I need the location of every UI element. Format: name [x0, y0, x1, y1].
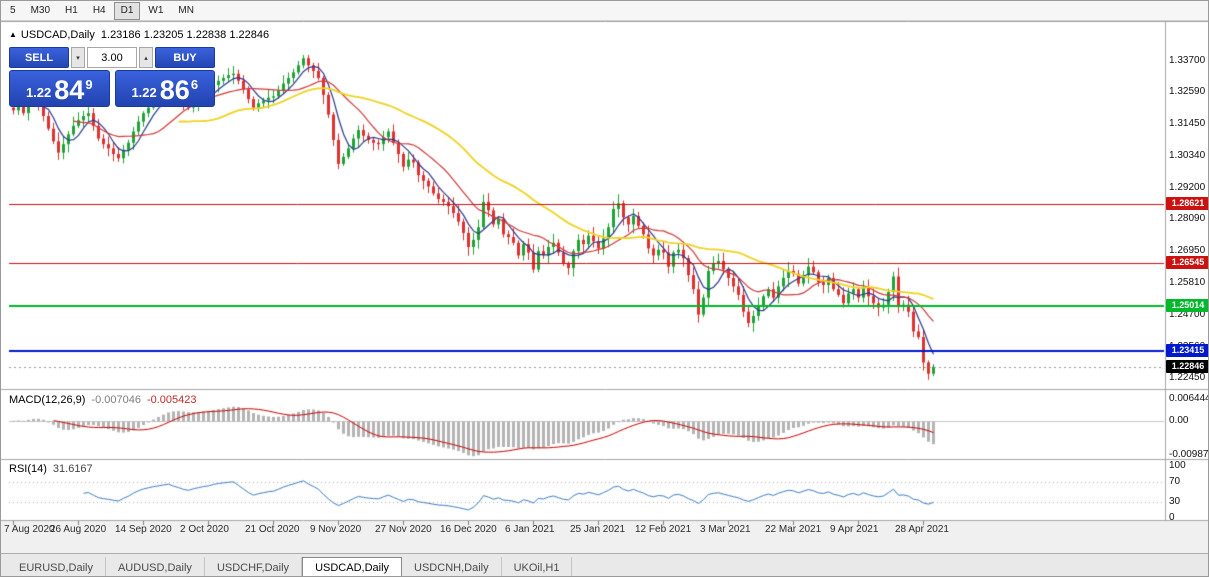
chart-title: ▲ USDCAD,Daily 1.23186 1.23205 1.22838 1.2… — [9, 29, 269, 41]
macd-signal-value: -0.005423 — [146, 394, 197, 406]
buy-button[interactable]: BUY — [155, 47, 215, 68]
rsi-axis-label: 70 — [1169, 475, 1181, 487]
volume-input[interactable] — [87, 47, 137, 68]
price-axis-label: 1.24700 — [1169, 308, 1206, 320]
date-axis-label: 14 Sep 2020 — [115, 524, 172, 535]
rsi-panel-title: RSI(14) 31.6167 — [9, 463, 93, 475]
volume-decrease-button[interactable]: ▾ — [71, 47, 85, 68]
tab-usdcad-daily[interactable]: USDCAD,Daily — [302, 557, 403, 576]
price-axis-label: 1.31450 — [1169, 118, 1206, 130]
hline-price-tag: 1.25014 — [1166, 298, 1208, 312]
chart-ohlc-values: 1.23186 1.23205 1.22838 1.22846 — [100, 29, 270, 41]
hline-price-tag: 1.28621 — [1166, 197, 1208, 211]
timeframe-button-mn[interactable]: MN — [171, 2, 201, 20]
hline-price-tag: 1.23415 — [1166, 343, 1208, 357]
buy-price-box[interactable]: 1.22 86 6 — [114, 70, 215, 107]
volume-increase-button[interactable]: ▴ — [139, 47, 153, 68]
sell-price-pips: 84 — [54, 75, 85, 105]
rsi-value: 31.6167 — [52, 463, 93, 475]
timeframe-button-h1[interactable]: H1 — [58, 2, 85, 20]
date-axis-label: 21 Oct 2020 — [245, 524, 300, 535]
date-axis-label: 27 Nov 2020 — [375, 524, 432, 535]
price-axis-label: 1.25810 — [1169, 277, 1206, 289]
chart-tab-bar: EURUSD,Daily AUDUSD,Daily USDCHF,Daily USDC… — [1, 553, 1208, 576]
date-axis-label: 9 Nov 2020 — [310, 524, 362, 535]
price-axis-label: 1.22450 — [1169, 371, 1206, 383]
price-axis-label: 1.29200 — [1169, 181, 1206, 193]
date-axis-label: 22 Mar 2021 — [765, 524, 822, 535]
date-axis-label: 12 Feb 2021 — [635, 524, 692, 535]
spin-up-icon: ▴ — [144, 54, 148, 62]
macd-axis-label: 0.006444 — [1169, 392, 1209, 404]
macd-panel-title: MACD(12,26,9) -0.007046 -0.005423 — [9, 394, 197, 406]
spin-down-icon: ▾ — [76, 54, 80, 62]
macd-axis-label: 0.00 — [1169, 414, 1189, 426]
buy-price-whole: 1.22 — [131, 85, 157, 100]
tab-eurusd-daily[interactable]: EURUSD,Daily — [7, 557, 106, 576]
date-axis-label: 2 Oct 2020 — [180, 524, 229, 535]
tab-usdcnh-daily[interactable]: USDCNH,Daily — [402, 557, 502, 576]
sell-price-fraction: 9 — [85, 77, 93, 92]
price-axis-label: 1.32590 — [1169, 86, 1206, 98]
price-axis-label: 1.30340 — [1169, 149, 1206, 161]
date-axis-label: 9 Apr 2021 — [830, 524, 879, 535]
price-axis-label: 1.33700 — [1169, 55, 1206, 67]
rsi-axis-label: 100 — [1169, 460, 1186, 471]
price-axis-label: 1.26950 — [1169, 245, 1206, 257]
date-axis-label: 3 Mar 2021 — [700, 524, 751, 535]
sell-button[interactable]: SELL — [9, 47, 69, 68]
chart-symbol-label: USDCAD,Daily — [20, 29, 95, 41]
chart-region: ▲ USDCAD,Daily 1.23186 1.23205 1.22838 1.2… — [1, 21, 1209, 553]
buy-price-fraction: 6 — [190, 77, 199, 92]
chart-overlay: ▲ USDCAD,Daily 1.23186 1.23205 1.22838 1.2… — [1, 21, 1209, 553]
hline-price-tag: 1.26545 — [1166, 255, 1208, 269]
macd-main-value: -0.007046 — [91, 394, 141, 406]
date-axis-label: 6 Jan 2021 — [505, 524, 555, 535]
current-price-tag: 1.22846 — [1166, 359, 1208, 373]
price-chart-canvas[interactable] — [1, 21, 1208, 553]
tab-usdchf-daily[interactable]: USDCHF,Daily — [205, 557, 303, 576]
date-axis-label: 16 Dec 2020 — [440, 524, 497, 535]
date-axis-label: 28 Apr 2021 — [895, 524, 949, 535]
timeframe-button-h4[interactable]: H4 — [86, 2, 113, 20]
timeframe-button-d1[interactable]: D1 — [113, 1, 141, 20]
timeframe-button-w1[interactable]: W1 — [141, 2, 170, 20]
price-axis-label: 1.28090 — [1169, 213, 1206, 225]
buy-price-pips: 86 — [159, 75, 190, 105]
macd-axis-label: -0.00987 — [1169, 448, 1209, 460]
date-axis-label: 25 Jan 2021 — [570, 524, 626, 535]
sell-price-box[interactable]: 1.22 84 9 — [9, 70, 110, 107]
collapse-triangle-icon[interactable]: ▲ — [9, 30, 17, 39]
trade-prices-row: 1.22 84 9 1.22 86 6 — [9, 70, 215, 107]
sell-price-whole: 1.22 — [25, 85, 52, 100]
date-axis-label: 7 Aug 2020 — [4, 524, 55, 535]
tab-ukoil-h1[interactable]: UKOil,H1 — [502, 557, 573, 576]
rsi-axis-label: 0 — [1169, 512, 1175, 523]
macd-indicator-name: MACD(12,26,9) — [9, 394, 86, 406]
timeframe-button-5[interactable]: 5 — [3, 2, 23, 20]
timeframe-toolbar: 5 M30 H1 H4 D1 W1 MN — [1, 1, 1208, 21]
timeframe-button-m30[interactable]: M30 — [24, 2, 57, 20]
rsi-axis-label: 30 — [1169, 496, 1181, 508]
rsi-indicator-name: RSI(14) — [9, 463, 47, 475]
date-axis-label: 26 Aug 2020 — [50, 524, 107, 535]
tab-audusd-daily[interactable]: AUDUSD,Daily — [106, 557, 205, 576]
trade-controls-row: SELL ▾ ▴ BUY — [9, 47, 215, 68]
